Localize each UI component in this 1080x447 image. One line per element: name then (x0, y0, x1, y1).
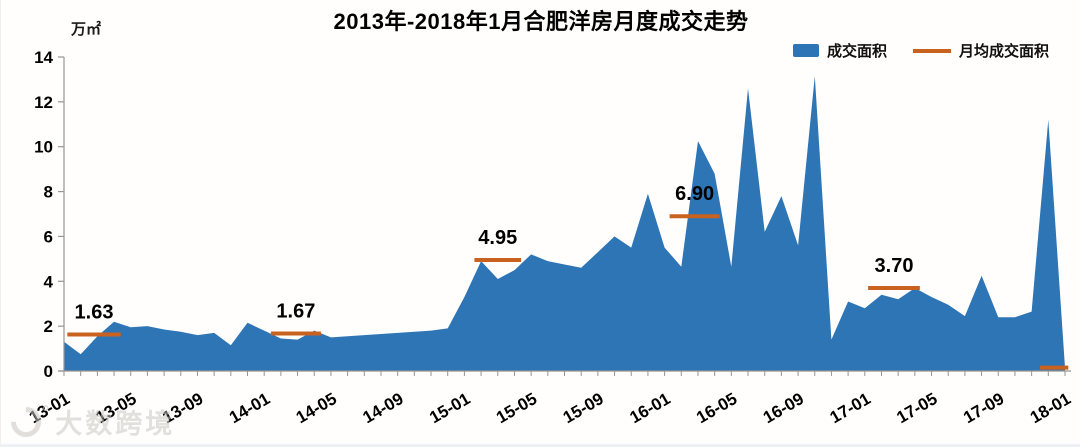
y-tick-label: 2 (44, 317, 53, 336)
y-axis-unit-label: 万㎡ (71, 21, 102, 38)
average-value-label: 3.70 (875, 255, 914, 277)
x-tick-label: 17-09 (960, 389, 1007, 427)
y-tick-label: 8 (44, 183, 53, 202)
y-tick-label: 4 (44, 272, 54, 291)
y-tick-label: 0 (44, 362, 53, 381)
legend-label: 成交面积 (826, 43, 887, 60)
x-tick-label: 13-05 (93, 389, 140, 427)
x-tick-label: 15-05 (493, 389, 540, 427)
y-tick-label: 14 (34, 48, 53, 67)
series-area-成交面积 (64, 76, 1065, 371)
x-tick-label: 15-01 (426, 389, 473, 427)
x-tick-label: 14-01 (226, 389, 273, 427)
y-tick-label: 6 (44, 227, 53, 246)
x-tick-label: 13-01 (26, 389, 73, 427)
legend: 成交面积 月均成交面积 (792, 40, 1049, 61)
legend-item-0: 成交面积 (792, 40, 887, 61)
y-tick-label: 12 (34, 93, 53, 112)
legend-item-1: 月均成交面积 (912, 40, 1049, 61)
x-tick-label: 14-09 (360, 389, 407, 427)
average-value-label: 6.90 (675, 183, 714, 205)
x-tick-label: 17-05 (893, 389, 940, 427)
average-value-label: 1.67 (276, 301, 315, 323)
average-value-label: 4.95 (478, 227, 517, 249)
legend-label: 月均成交面积 (958, 43, 1049, 60)
y-tick-label: 10 (34, 138, 53, 157)
x-tick-label: 17-01 (827, 389, 874, 427)
x-tick-label: 18-01 (1027, 389, 1074, 427)
x-tick-label: 16-01 (626, 389, 673, 427)
chart-title: 2013年-2018年1月合肥洋房月度成交走势 (333, 9, 749, 34)
bottom-edge-strip (1, 444, 1080, 447)
x-tick-label: 16-09 (760, 389, 807, 427)
x-tick-label: 16-05 (693, 389, 740, 427)
average-value-label: 1.63 (75, 301, 114, 323)
x-tick-label: 15-09 (560, 389, 607, 427)
x-tick-label: 14-05 (293, 389, 340, 427)
legend-area-swatch-icon (792, 44, 819, 57)
legend-line-swatch-icon (912, 48, 951, 53)
x-tick-label: 13-09 (159, 389, 206, 427)
